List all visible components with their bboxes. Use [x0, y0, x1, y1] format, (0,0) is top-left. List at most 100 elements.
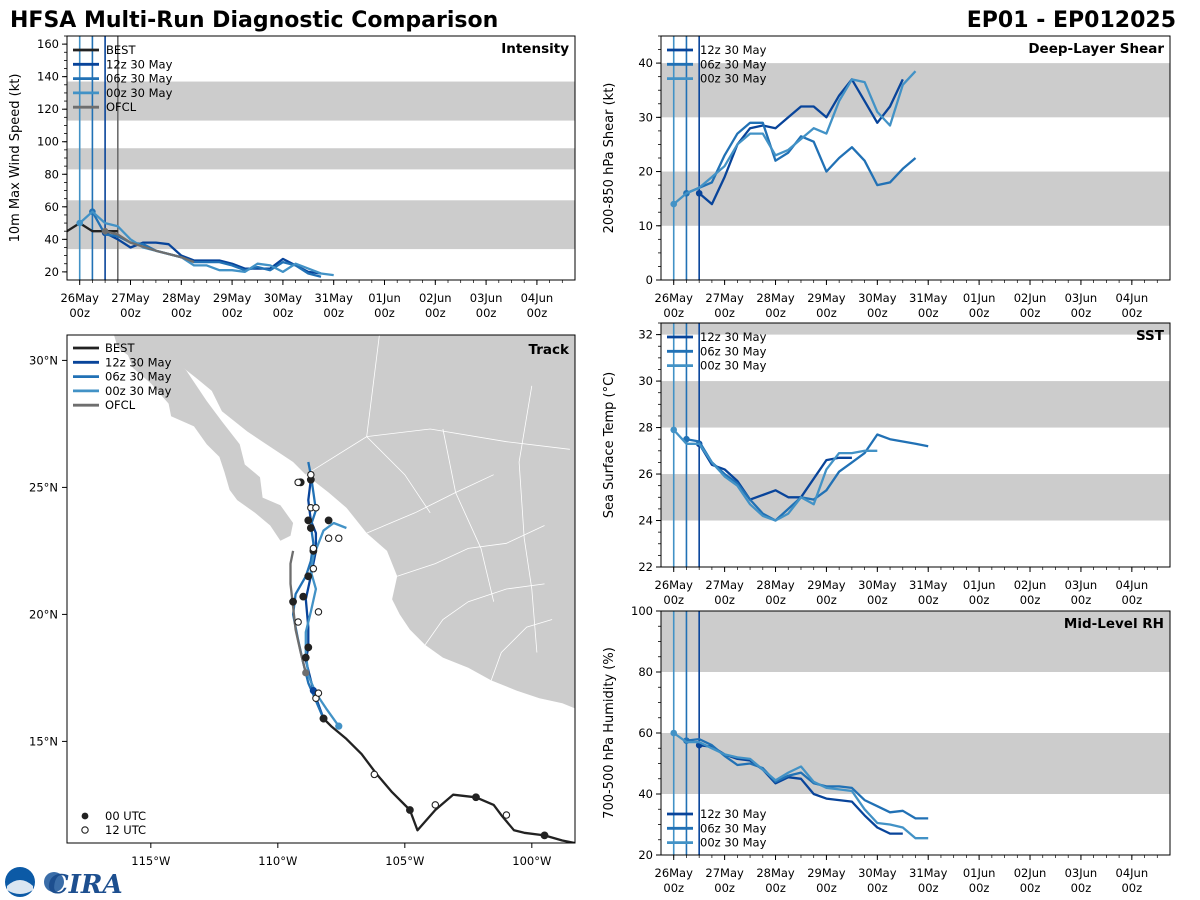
- shear-xtick-label-day: 04Jun: [1116, 291, 1149, 305]
- track-marker-00utc: [299, 592, 308, 601]
- sst-ylabel: Sea Surface Temp (°C): [602, 372, 617, 519]
- sst-xtick-label-day: 04Jun: [1116, 578, 1149, 592]
- sst-xtick-label-hour: 00z: [816, 593, 837, 607]
- track-marker-12utc: [324, 534, 333, 542]
- rh-xtick-label-day: 02Jun: [1014, 866, 1047, 880]
- state-border: [397, 525, 545, 577]
- track-marker-00utc: [406, 806, 414, 814]
- intensity-band-1: [67, 148, 575, 170]
- rh-xtick-label-day: 03Jun: [1065, 866, 1098, 880]
- sst-xtick-label-day: 28May: [756, 578, 795, 592]
- intensity-ytick-label: 60: [44, 200, 59, 214]
- intensity-legend-label-best: BEST: [106, 43, 136, 57]
- sst-xtick-label-day: 27May: [705, 578, 744, 592]
- sst-xtick-label-day: 03Jun: [1065, 578, 1098, 592]
- state-border: [518, 385, 538, 653]
- cira-logo: CIRA: [5, 867, 123, 900]
- panel-sst: 22242628303226May00z27May00z28May00z29Ma…: [602, 322, 1171, 607]
- track-marker-12utc: [314, 689, 323, 697]
- intensity-ytick-label: 160: [37, 37, 59, 51]
- track-xtick-label: 105°W: [385, 854, 424, 868]
- sst-xtick-label-day: 31May: [909, 578, 948, 592]
- legend-marker-00utc: [81, 812, 89, 820]
- rh-xtick-label-day: 04Jun: [1116, 866, 1149, 880]
- cira-globe-icon: [44, 872, 64, 892]
- intensity-xtick-label-hour: 00z: [222, 306, 243, 320]
- intensity-xtick-label-day: 02Jun: [419, 291, 452, 305]
- shear-xtick-label-day: 30May: [858, 291, 897, 305]
- rh-xtick-label-hour: 00z: [816, 881, 837, 895]
- sst-xtick-label-hour: 00z: [714, 593, 735, 607]
- track-frame: [66, 334, 576, 844]
- shear-xtick-label-hour: 00z: [816, 306, 837, 320]
- noaa-wave-icon: [7, 880, 33, 894]
- intensity-ytick-label: 120: [37, 102, 59, 116]
- track-marker-00utc: [306, 524, 315, 532]
- sst-series-run06z: [686, 433, 929, 522]
- sst-ytick-label: 22: [638, 560, 653, 574]
- track-legend-label-ofcl: OFCL: [105, 398, 136, 412]
- shear-series-run12z: [698, 78, 904, 206]
- rh-legend-label-run06z: 06z 30 May: [700, 821, 767, 835]
- rh-band-1: [661, 611, 1170, 672]
- intensity-ytick-label: 100: [37, 135, 59, 149]
- rh-legend-label-run00z: 00z 30 May: [700, 836, 767, 850]
- sst-series-run12z: [698, 443, 852, 501]
- intensity-init-point-run00z: [76, 219, 83, 227]
- rh-xtick-label-hour: 00z: [1020, 881, 1041, 895]
- shear-ytick-label: 0: [646, 273, 653, 287]
- shear-xtick-label-day: 02Jun: [1014, 291, 1047, 305]
- track-marker-12utc: [309, 544, 318, 553]
- track-init-point-ofcl: [302, 669, 310, 677]
- intensity-xtick-label-hour: 00z: [69, 306, 90, 320]
- landmass-mexico: [157, 335, 575, 709]
- shear-init-point-run12z: [695, 189, 703, 197]
- intensity-series-run00z: [78, 210, 334, 277]
- shear-panel-title: Deep-Layer Shear: [1028, 41, 1164, 57]
- shear-legend-label-run12z: 12z 30 May: [700, 43, 767, 57]
- track-marker-12utc: [370, 770, 379, 779]
- shear-legend-label-run06z: 06z 30 May: [700, 57, 767, 71]
- track-ytick-label: 15°N: [29, 734, 58, 748]
- track-legend-label-run00z: 00z 30 May: [105, 384, 172, 398]
- intensity-legend-label-run06z: 06z 30 May: [106, 72, 173, 86]
- panel-track: 115°W 110°W 105°W 100°W 15°N 20°N 25°N 30°N Trac…: [29, 334, 576, 868]
- track-marker-00utc: [472, 793, 480, 802]
- shear-init-point-run00z: [670, 200, 678, 208]
- landmass-baja: [114, 335, 294, 541]
- sst-xtick-label-hour: 00z: [969, 593, 990, 607]
- sst-xtick-label-day: 29May: [807, 578, 846, 592]
- sst-xtick-label-hour: 00z: [663, 593, 684, 607]
- track-init-point-run00z: [335, 722, 343, 730]
- sst-panel-title: SST: [1136, 328, 1165, 344]
- chart-panels: 2040608010012014016026May00z27May00z28Ma…: [8, 35, 1171, 895]
- track-marker-12utc: [431, 801, 440, 809]
- intensity-xtick-label-day: 28May: [162, 291, 201, 305]
- sst-xtick-label-day: 26May: [655, 578, 694, 592]
- sst-legend-label-run06z: 06z 30 May: [700, 344, 767, 358]
- rh-xtick-label-hour: 00z: [867, 881, 888, 895]
- rh-xtick-label-day: 01Jun: [963, 866, 996, 880]
- shear-ytick-label: 40: [638, 56, 653, 70]
- rh-init-point-run00z: [670, 729, 678, 737]
- track-xtick-label: 115°W: [131, 854, 170, 868]
- intensity-xtick-label-hour: 00z: [323, 306, 344, 320]
- sst-xtick-label-hour: 00z: [765, 593, 786, 607]
- rh-xtick-label-hour: 00z: [765, 881, 786, 895]
- track-ytick-label: 30°N: [29, 353, 58, 367]
- track-line-ofcl: [289, 550, 307, 674]
- state-border: [490, 619, 553, 681]
- logo-text: CIRA: [48, 870, 123, 900]
- rh-ytick-label: 100: [631, 604, 653, 618]
- intensity-series-ofcl: [104, 230, 195, 264]
- rh-ytick-label: 40: [638, 787, 653, 801]
- shear-ytick-label: 20: [638, 165, 653, 179]
- state-border: [366, 474, 494, 534]
- track-line-best: [322, 717, 575, 843]
- track-map-area: [67, 335, 575, 843]
- intensity-xtick-label-hour: 00z: [171, 306, 192, 320]
- track-marker-00utc: [540, 831, 549, 840]
- track-ytick-label: 25°N: [29, 480, 58, 494]
- shear-xtick-label-hour: 00z: [867, 306, 888, 320]
- sst-xtick-label-hour: 00z: [1071, 593, 1092, 607]
